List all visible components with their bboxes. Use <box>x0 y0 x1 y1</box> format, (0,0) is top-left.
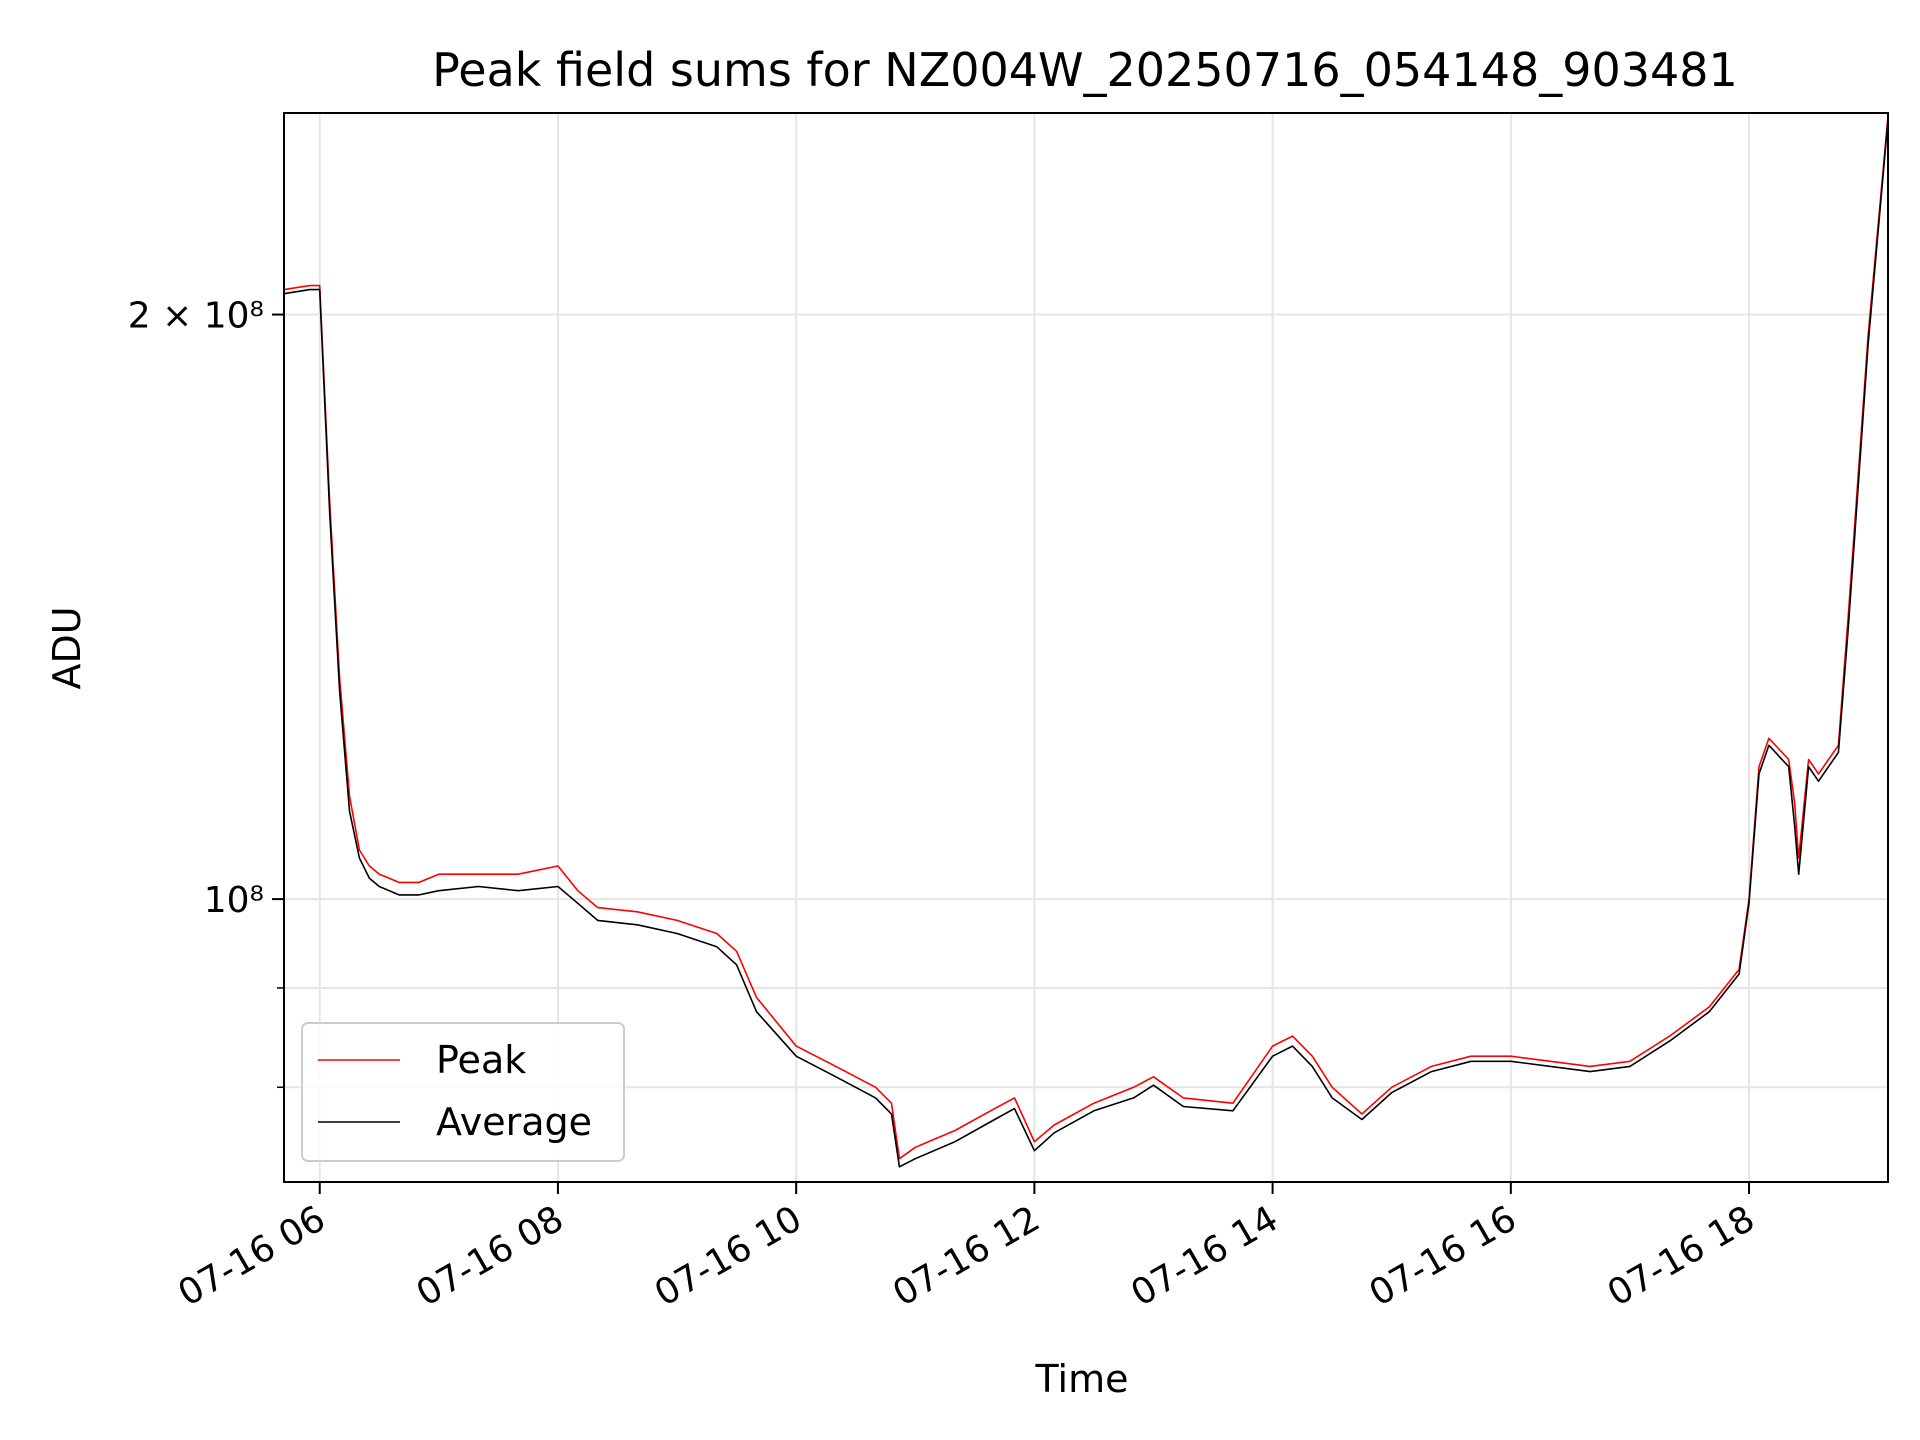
x-tick-label: 07-16 16 <box>1363 1198 1524 1314</box>
x-axis: 07-16 06 07-16 08 07-16 10 07-16 12 07-16 14… <box>172 1182 1762 1315</box>
legend-peak-label: Peak <box>436 1038 526 1082</box>
x-tick-label: 07-16 10 <box>648 1198 809 1314</box>
chart-title: Peak field sums for NZ004W_20250716_0541… <box>432 43 1738 97</box>
x-tick-label: 07-16 06 <box>172 1198 333 1314</box>
series-line-average <box>283 119 1889 1168</box>
legend-box <box>301 1022 625 1162</box>
x-tick-label: 07-16 08 <box>410 1198 571 1314</box>
x-tick-label: 07-16 18 <box>1601 1198 1762 1314</box>
x-axis-label: Time <box>1035 1357 1129 1401</box>
plot-area-frame <box>283 112 1889 1183</box>
series-line-peak <box>283 116 1889 1160</box>
y-axis: 2 × 10⁸ 10⁸ <box>128 296 284 1089</box>
legend: Peak Average <box>301 1022 625 1162</box>
y-axis-label: ADU <box>45 606 89 689</box>
x-tick-label: 07-16 14 <box>1124 1198 1285 1314</box>
gridlines <box>284 113 1888 1182</box>
y-tick-label: 10⁸ <box>204 880 264 921</box>
x-tick-label: 07-16 12 <box>886 1198 1047 1314</box>
y-tick-label: 2 × 10⁸ <box>128 296 264 337</box>
legend-average-label: Average <box>436 1100 592 1144</box>
series-lines <box>283 116 1889 1168</box>
